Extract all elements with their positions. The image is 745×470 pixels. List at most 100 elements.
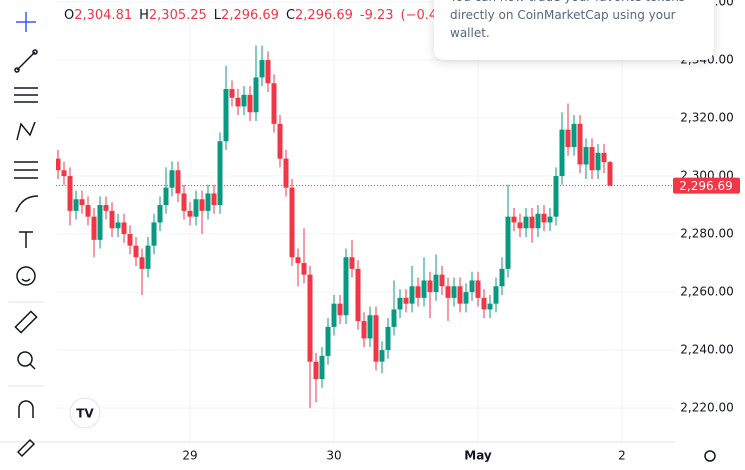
ruler-tool[interactable] bbox=[14, 310, 38, 334]
candle-body bbox=[433, 274, 439, 293]
candle-body bbox=[385, 326, 391, 351]
candle-body bbox=[565, 129, 571, 148]
zoom-tool[interactable] bbox=[17, 351, 36, 370]
emoji-tool[interactable] bbox=[16, 266, 36, 286]
candle-body bbox=[511, 216, 517, 223]
fib-tool[interactable] bbox=[14, 87, 38, 103]
y-tick-label: 2,220.00 bbox=[680, 401, 733, 415]
candle-body bbox=[451, 286, 457, 298]
candle-body bbox=[499, 268, 505, 287]
candle-body bbox=[223, 89, 229, 142]
candle-body bbox=[487, 303, 493, 310]
candle-body bbox=[271, 83, 277, 124]
candle-body bbox=[109, 210, 115, 229]
last-price-label: 2,296.69 bbox=[679, 179, 732, 193]
candle-body bbox=[145, 245, 151, 269]
candle-body bbox=[277, 123, 283, 159]
candle-body bbox=[355, 268, 361, 322]
ohlc-value: 2,296.69 bbox=[295, 8, 353, 23]
candle-body bbox=[97, 205, 103, 240]
settings-button[interactable] bbox=[704, 450, 716, 462]
candle-body bbox=[91, 216, 97, 240]
candle-body bbox=[217, 141, 223, 206]
candle-body bbox=[247, 94, 253, 113]
candle-body bbox=[379, 350, 385, 362]
candle-body bbox=[607, 162, 613, 186]
candle-body bbox=[481, 297, 487, 310]
ohlc-change-pct: (−0.4 bbox=[400, 8, 438, 23]
candle-body bbox=[505, 216, 511, 269]
tooltip: You can now trade your favorite tokens di… bbox=[434, 0, 714, 60]
candle-body bbox=[457, 286, 463, 304]
candle-body bbox=[163, 187, 169, 206]
candle-body bbox=[361, 321, 367, 339]
y-tick-label: 2,240.00 bbox=[680, 343, 733, 357]
crosshair-tool[interactable] bbox=[16, 12, 36, 32]
candle-body bbox=[391, 309, 397, 327]
x-tick-label: 29 bbox=[182, 449, 197, 463]
candle-body bbox=[85, 205, 91, 217]
brush-tool[interactable] bbox=[15, 195, 39, 213]
y-tick-label: 2,260.00 bbox=[680, 285, 733, 299]
candle-body bbox=[493, 286, 499, 304]
candle-body bbox=[235, 97, 241, 107]
candle-body bbox=[127, 234, 133, 246]
magnet-tool[interactable] bbox=[18, 400, 34, 418]
candle-body bbox=[409, 286, 415, 304]
candle-body bbox=[265, 60, 271, 84]
candle-body bbox=[229, 89, 235, 98]
candle-body bbox=[307, 274, 313, 362]
tooltip-line: directly on CoinMarketCap using your bbox=[450, 8, 676, 22]
candle-body bbox=[601, 152, 607, 163]
pattern-tool[interactable] bbox=[16, 121, 36, 141]
candle-body bbox=[349, 257, 355, 269]
tradingview-logo[interactable] bbox=[69, 397, 101, 429]
candle-body bbox=[139, 257, 145, 269]
candle-body bbox=[73, 199, 79, 211]
last-price-box bbox=[673, 177, 740, 194]
candle-body bbox=[289, 187, 295, 258]
candle-body bbox=[325, 326, 331, 356]
x-tick-label: 30 bbox=[326, 449, 341, 463]
y-tick-label: 2,320.00 bbox=[680, 111, 733, 125]
candle-body bbox=[157, 205, 163, 223]
ohlc-value: 2,305.25 bbox=[148, 8, 207, 23]
ohlc-key: L bbox=[213, 8, 222, 23]
candle-body bbox=[121, 222, 127, 235]
candle-body bbox=[463, 292, 469, 304]
candle-body bbox=[205, 193, 211, 211]
candle-body bbox=[445, 286, 451, 298]
grid bbox=[56, 0, 675, 442]
toolbar: TV bbox=[8, 12, 716, 462]
candle-body bbox=[559, 129, 565, 177]
x-tick-label: May bbox=[464, 449, 492, 463]
candle-body bbox=[403, 297, 409, 304]
text-tool[interactable] bbox=[19, 231, 33, 248]
candle-body bbox=[187, 210, 193, 217]
candle-body bbox=[259, 60, 265, 78]
candle-body bbox=[367, 315, 373, 339]
candle-body bbox=[211, 193, 217, 206]
tooltip-line: You can now trade your favorite tokens bbox=[450, 0, 698, 6]
candle-body bbox=[151, 222, 157, 246]
candle-body bbox=[595, 152, 601, 171]
candle-body bbox=[571, 123, 577, 148]
candle-body bbox=[283, 158, 289, 188]
candle-body bbox=[133, 245, 139, 258]
ohlc-value: 2,296.69 bbox=[221, 8, 279, 23]
projection-tool[interactable] bbox=[14, 161, 38, 179]
candle-body bbox=[169, 170, 175, 188]
candle-body bbox=[583, 147, 589, 165]
x-tick-label: 2 bbox=[618, 449, 626, 463]
candle-body bbox=[541, 213, 547, 223]
lock-tool[interactable] bbox=[16, 438, 36, 458]
ohlc-key: H bbox=[139, 8, 149, 23]
candle-body bbox=[517, 222, 523, 229]
candle-body bbox=[313, 361, 319, 380]
ohlc-header: O2,304.81 H2,305.25 L2,296.69 C2,296.69 -9.2… bbox=[64, 8, 444, 23]
candle-body bbox=[181, 193, 187, 211]
candle-body bbox=[529, 216, 535, 229]
trendline-tool[interactable] bbox=[14, 49, 38, 73]
